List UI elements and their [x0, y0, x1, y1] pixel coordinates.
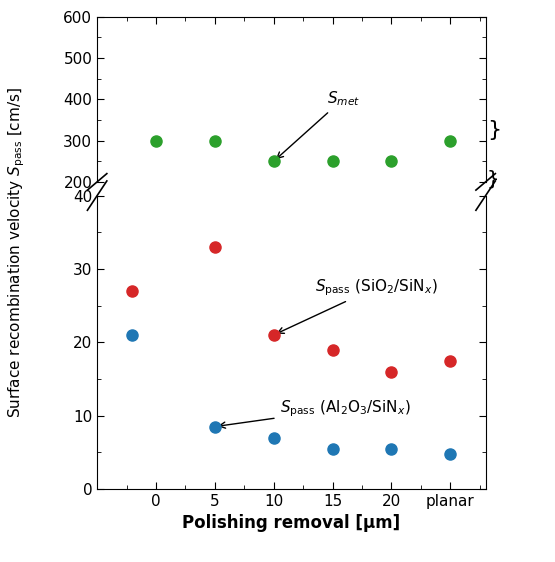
Text: }: } — [487, 120, 501, 140]
Text: Surface recombination velocity $S_\mathrm{pass}$ [cm/s]: Surface recombination velocity $S_\mathr… — [6, 88, 27, 418]
Text: $S_{met}$: $S_{met}$ — [277, 89, 360, 158]
Text: }: } — [487, 169, 500, 188]
X-axis label: Polishing removal [μm]: Polishing removal [μm] — [182, 514, 401, 532]
Text: $S_\mathrm{pass}$ (SiO$_2$/SiN$_x$): $S_\mathrm{pass}$ (SiO$_2$/SiN$_x$) — [278, 277, 437, 333]
Text: $S_\mathrm{pass}$ (Al$_2$O$_3$/SiN$_x$): $S_\mathrm{pass}$ (Al$_2$O$_3$/SiN$_x$) — [219, 398, 410, 428]
